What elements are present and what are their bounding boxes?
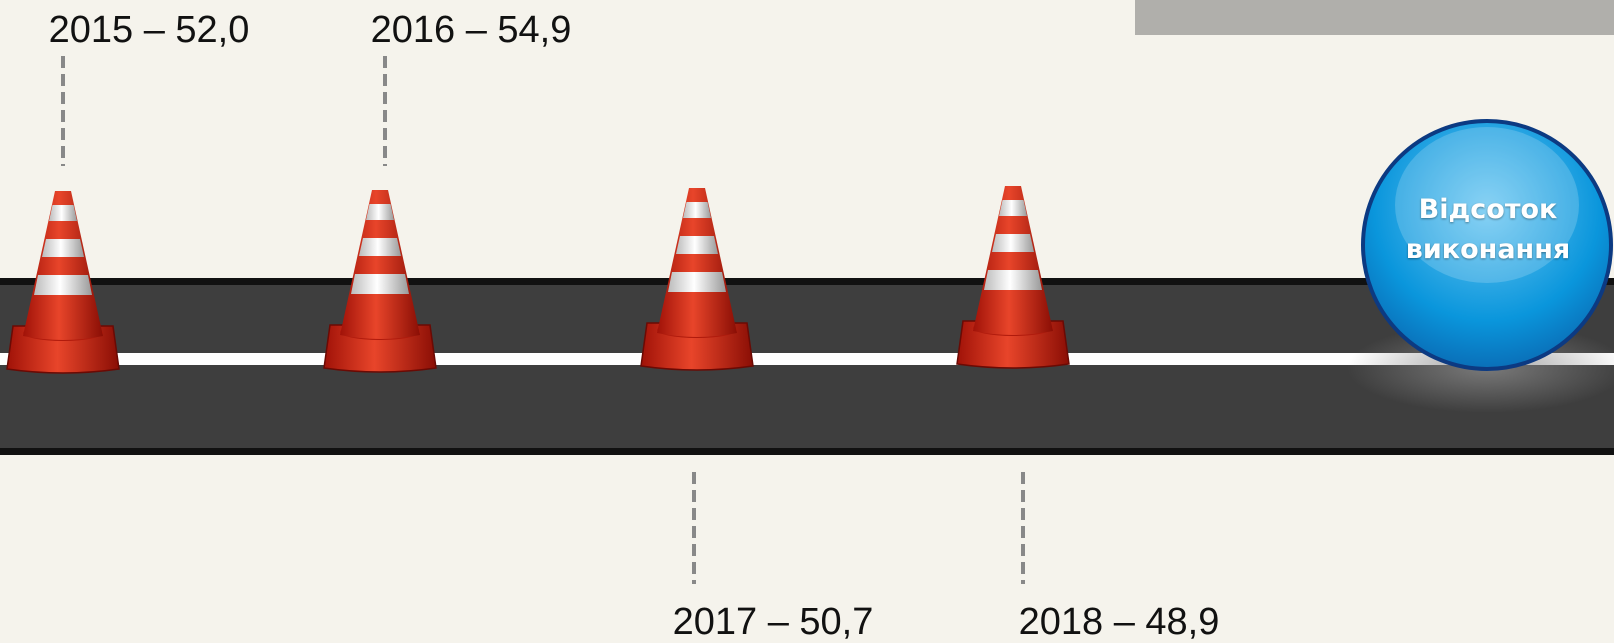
badge-text: Відсоток виконання bbox=[1405, 194, 1571, 265]
milestone-label: 2018 – 48,9 bbox=[1019, 601, 1220, 643]
photo-edge bbox=[1135, 0, 1614, 35]
cone bbox=[956, 185, 1070, 369]
badge-circle bbox=[1361, 119, 1613, 371]
milestone-label: 2015 – 52,0 bbox=[49, 9, 250, 51]
road bbox=[0, 285, 1614, 448]
milestone-label: 2017 – 50,7 bbox=[673, 601, 874, 643]
badge-gloss bbox=[1395, 127, 1579, 283]
connectors bbox=[61, 56, 1025, 584]
milestone-label: 2016 – 54,9 bbox=[371, 9, 572, 51]
